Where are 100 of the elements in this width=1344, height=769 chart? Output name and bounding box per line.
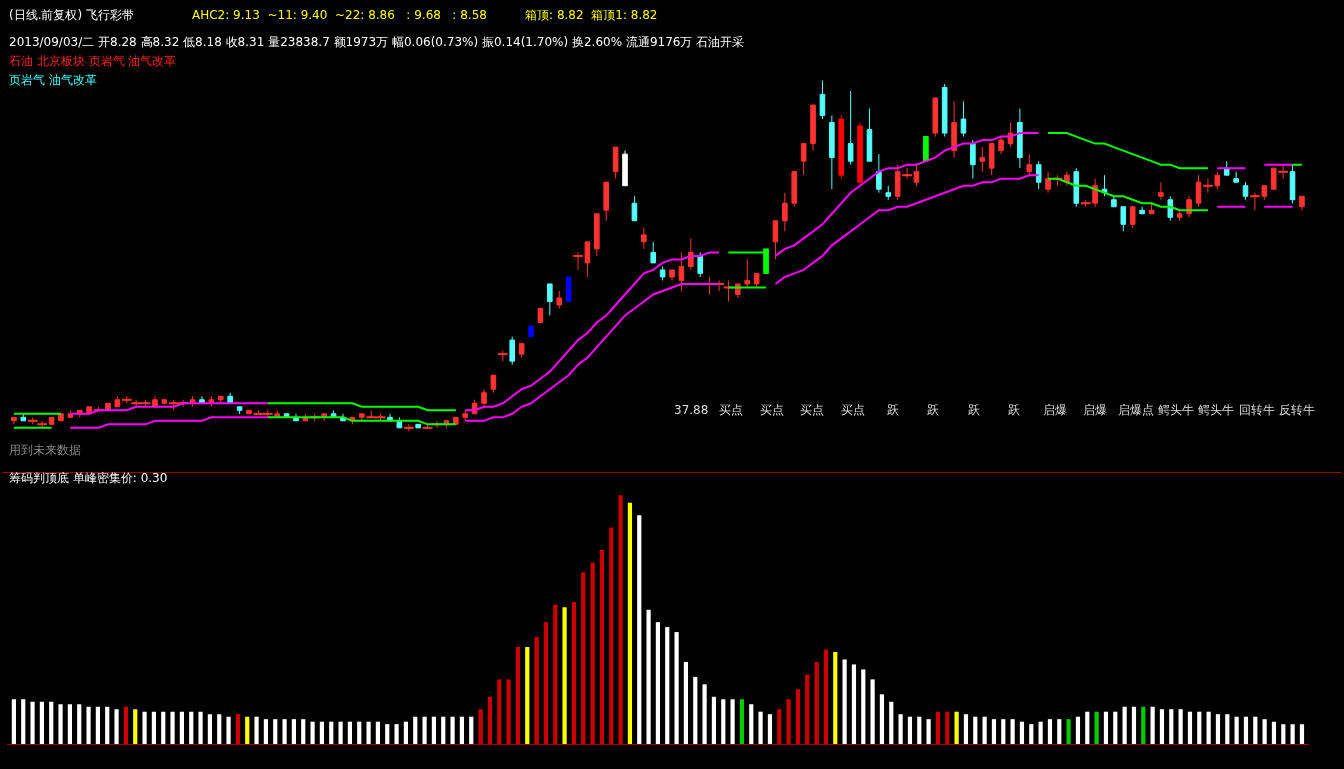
- annotation: 买点: [760, 403, 784, 417]
- bar: [133, 709, 138, 745]
- bar: [207, 714, 212, 745]
- chart-title: (日线.前复权) 飞行彩带: [9, 8, 134, 22]
- candlestick: [791, 171, 798, 208]
- annotation: 启爆: [1043, 403, 1067, 417]
- bar: [86, 706, 91, 745]
- annotation: 买点: [800, 403, 824, 417]
- bar: [655, 622, 661, 745]
- candlestick: [829, 115, 835, 190]
- candlestick: [876, 153, 882, 194]
- candlestick: [669, 269, 675, 281]
- candlestick: [951, 100, 957, 159]
- candlestick: [650, 241, 657, 264]
- annotation: 跃: [1008, 403, 1020, 417]
- candlestick: [518, 343, 525, 359]
- candlestick: [537, 308, 544, 324]
- bar: [1085, 711, 1090, 745]
- bar: [413, 716, 418, 745]
- candlestick: [1167, 195, 1174, 222]
- annotation: 37.88: [674, 403, 709, 417]
- candlestick: [622, 150, 628, 187]
- candlestick: [1242, 181, 1249, 201]
- bar: [646, 609, 651, 745]
- bar: [49, 701, 54, 745]
- bar: [711, 696, 717, 745]
- candlestick: [885, 185, 892, 201]
- candlestick: [659, 265, 666, 281]
- candlestick: [217, 395, 224, 404]
- candlestick: [688, 237, 694, 271]
- bar: [179, 711, 184, 745]
- bar: [571, 602, 577, 745]
- candlestick: [1299, 195, 1305, 211]
- annotation: 跃: [968, 403, 980, 417]
- candlestick: [1158, 181, 1164, 201]
- bar: [786, 699, 791, 745]
- bar: [758, 711, 763, 745]
- bar: [851, 664, 857, 745]
- bar: [935, 711, 941, 745]
- bar: [683, 661, 689, 745]
- candlestick: [556, 290, 563, 310]
- candlestick: [866, 108, 873, 162]
- candlestick: [547, 283, 553, 317]
- bar: [842, 659, 847, 745]
- bar: [1197, 711, 1202, 745]
- bar: [609, 527, 614, 745]
- bar: [226, 716, 231, 745]
- bar: [1141, 706, 1146, 745]
- candlestick: [782, 192, 788, 232]
- bar: [1066, 719, 1071, 745]
- bar: [702, 684, 707, 745]
- bar: [30, 701, 35, 745]
- candlestick: [819, 79, 826, 120]
- bar: [870, 679, 875, 745]
- bar: [1169, 709, 1174, 745]
- bar: [1299, 724, 1305, 745]
- bar: [665, 627, 670, 745]
- bar: [478, 709, 483, 745]
- bar: [1159, 709, 1165, 745]
- bar: [982, 716, 987, 745]
- annotation: 启爆点: [1118, 403, 1154, 417]
- bar: [105, 706, 110, 745]
- bar: [515, 647, 521, 745]
- text: 石油 北京板块 页岩气 油气改革: [9, 54, 177, 68]
- bar: [1122, 706, 1127, 745]
- bar: [301, 719, 306, 745]
- bar: [618, 495, 623, 745]
- annotation: 页岩气 油气改革: [9, 73, 97, 87]
- candlestick: [923, 136, 929, 162]
- candlestick: [152, 395, 158, 408]
- bar: [189, 711, 194, 745]
- bar: [898, 714, 903, 745]
- bar: [1262, 719, 1267, 745]
- bar: [329, 721, 334, 745]
- candlestick: [847, 90, 854, 166]
- annotation: 启爆: [1083, 403, 1107, 417]
- candlestick: [753, 272, 760, 288]
- bar: [945, 711, 950, 745]
- bar: [543, 622, 549, 745]
- bar: [739, 699, 745, 745]
- candlestick: [1195, 174, 1202, 208]
- chart-subtitle: AHC2: 9.13 ~11: 9.40 ~22: 8.86 : 9.68 : 8.58 箱顶: 8.82 箱顶1: 8.82: [192, 8, 658, 22]
- bar: [338, 721, 343, 745]
- bar: [1290, 724, 1295, 745]
- candlestick: [988, 143, 995, 176]
- bar: [347, 721, 353, 745]
- bar: [823, 649, 829, 745]
- bar: [973, 716, 978, 745]
- text: 用到未来数据: [9, 443, 81, 457]
- candlestick: [236, 406, 243, 415]
- bar: [1094, 711, 1099, 745]
- bar: [907, 716, 913, 745]
- candlestick: [1017, 108, 1023, 169]
- bar: [833, 651, 838, 745]
- bar: [721, 699, 726, 745]
- chart-title: 筹码判顶底 单峰密集价: 0.30: [9, 471, 168, 485]
- bar: [1038, 721, 1043, 745]
- bar: [627, 502, 633, 745]
- bar: [795, 689, 801, 745]
- bar: [1234, 716, 1239, 745]
